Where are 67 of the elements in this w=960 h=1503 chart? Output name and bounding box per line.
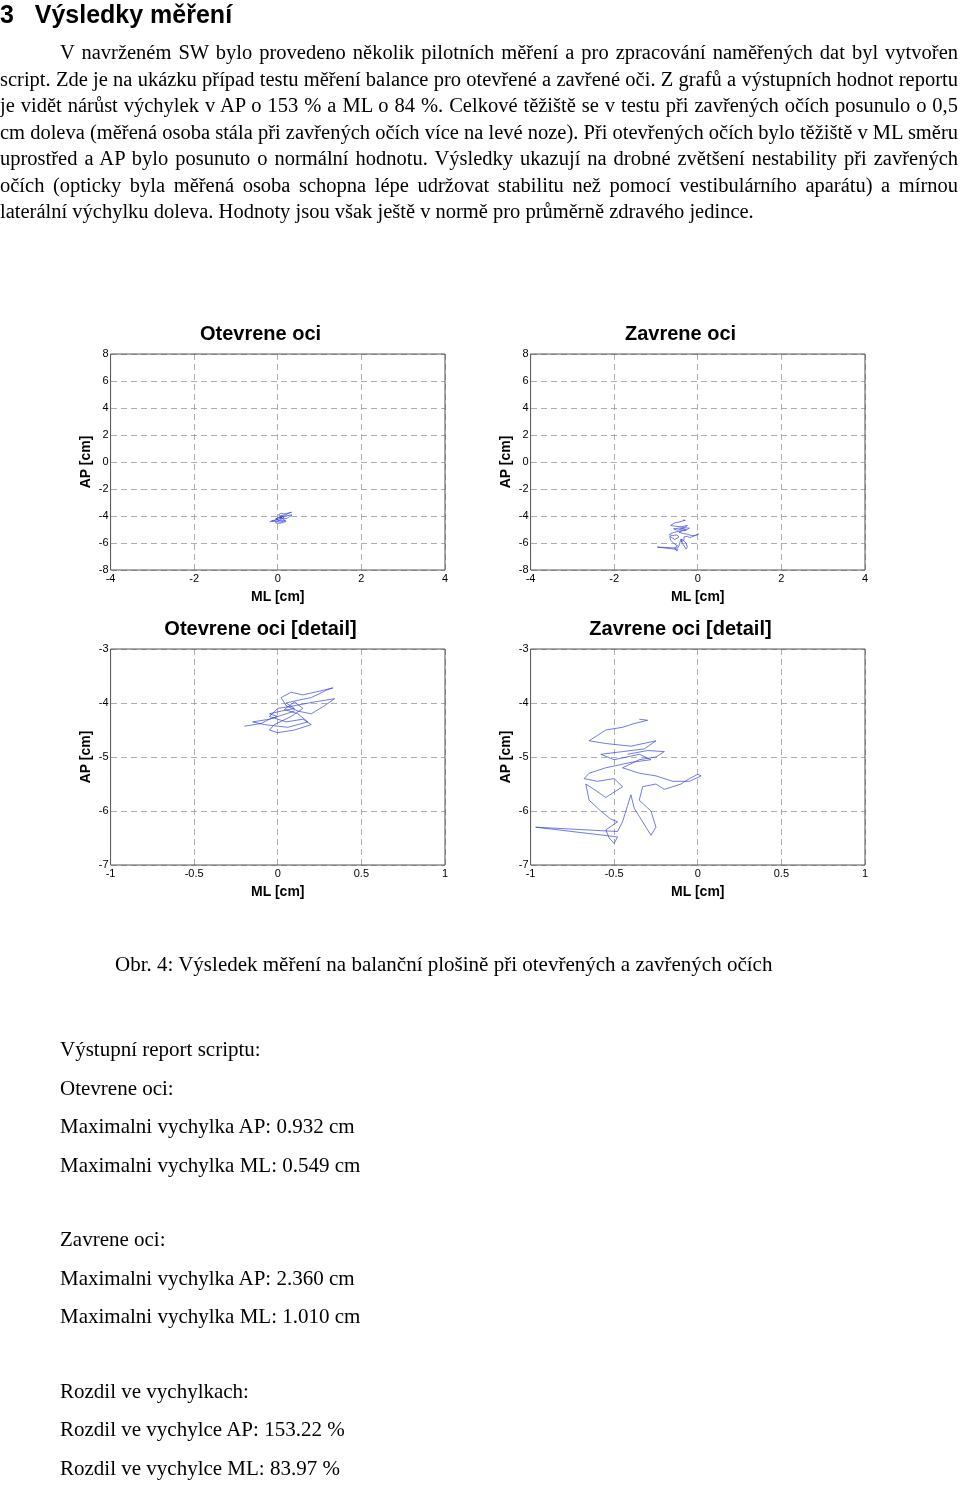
text: Obr. 4: Výsledek měření na balanční plošině při otevřených a zavřených očích [115,952,773,977]
y-tick-label: 0 [522,455,529,468]
y-tick-label: -4 [98,696,109,709]
x-tick-label: 0 [694,866,701,879]
x-axis-title: ML [cm] [671,588,725,605]
x-tick-label: 2 [358,571,365,584]
y-tick-label: -4 [98,509,109,522]
y-tick-label: -6 [98,804,109,817]
y-tick-label: 2 [522,428,529,441]
text: Maximalni vychylka AP: 2.360 cm [60,1264,356,1292]
chart-title: Otevrene oci [detail] [164,616,357,639]
y-tick-label: -2 [518,482,529,495]
x-tick-label: 4 [441,571,449,584]
text: Rozdil ve vychylce ML: 83.97 % [60,1454,341,1482]
y-tick-label: -5 [518,750,529,763]
x-tick-label: 4 [861,571,869,584]
y-tick-label: -8 [518,563,529,576]
x-axis-title: ML [cm] [671,883,725,900]
y-tick-label: -5 [98,750,109,763]
x-tick-label: -0.5 [604,866,624,879]
x-tick-label: 0 [274,866,281,879]
x-tick-label: -2 [189,571,200,584]
text: Rozdil ve vychylkach: [60,1377,250,1405]
x-tick-label: -2 [609,571,620,584]
y-tick-label: -4 [518,696,529,709]
y-axis-title: AP [cm] [497,435,514,489]
x-tick-label: 1 [861,866,869,879]
y-tick-label: 2 [102,428,109,441]
y-tick-label: 8 [102,347,109,360]
y-tick-label: -3 [98,642,109,655]
y-tick-label: -8 [98,563,109,576]
y-tick-label: 6 [102,374,109,387]
text: Otevrene oci: [60,1074,175,1102]
y-tick-label: 8 [522,347,529,360]
text: Maximalni vychylka ML: 0.549 cm [60,1151,361,1179]
chart-title: Zavrene oci [624,321,737,344]
x-tick-label: 1 [441,866,449,879]
x-axis-title: ML [cm] [251,883,305,900]
chart-title: Otevrene oci [199,321,322,344]
y-tick-label: -3 [518,642,529,655]
text: Rozdil ve vychylce AP: 153.22 % [60,1416,346,1443]
y-tick-label: -6 [518,536,529,549]
text: Výstupní report scriptu: [60,1036,262,1063]
chart-title: Zavrene oci [detail] [589,616,772,639]
text: 3 Výsledky měření [0,0,234,29]
x-tick-label: 0.5 [773,866,790,879]
y-tick-label: 6 [522,374,529,387]
text: V navrženém SW bylo provedeno několik pilotních měření a pro zpracování naměřených dat byl vytvořen script. Zde je na ukázku případ testu měření balance pro otevřené a zavřené oči. Z grafů a výstupních hodnot reportu je vidět nárůst výchylek v AP o 153 % a ML o 84 %. Celkové těžiště se v testu při zavřených očích posunulo o 0,5 cm doleva (měřená osoba stála při zavřených očích více na levé noze). Při otevřených očích bylo těžiště v ML směru uprostřed a AP bylo posunuto o normální hodnotu. Výsledky ukazují na drobné zvětšení nestability při zavřených očích (opticky byla měřená osoba schopna lépe udržovat stabilitu než pomocí vestibulárního aparátu) a mírnou laterální výchylku doleva. Hodnoty jsou však ještě v normě pro průměrně zdravého jedince. [0,40,958,225]
x-tick-label: -0.5 [184,866,204,879]
text: Maximalni vychylka AP: 0.932 cm [60,1113,356,1140]
x-tick-label: 0 [694,571,701,584]
y-tick-label: -2 [98,482,109,495]
y-axis-title: AP [cm] [77,435,94,489]
x-axis-title: ML [cm] [251,588,305,605]
y-tick-label: 0 [102,455,109,468]
y-tick-label: 4 [102,401,109,414]
x-tick-label: 0.5 [353,866,370,879]
y-tick-label: -6 [98,536,109,549]
x-tick-label: 0 [274,571,281,584]
y-tick-label: -6 [518,804,529,817]
text: Zavrene oci: [60,1226,167,1253]
text: Maximalni vychylka ML: 1.010 cm [60,1303,361,1330]
x-tick-label: 2 [778,571,785,584]
y-axis-title: AP [cm] [77,730,94,784]
y-tick-label: 4 [522,401,529,414]
y-axis-title: AP [cm] [497,730,514,784]
y-tick-label: -4 [518,509,529,522]
